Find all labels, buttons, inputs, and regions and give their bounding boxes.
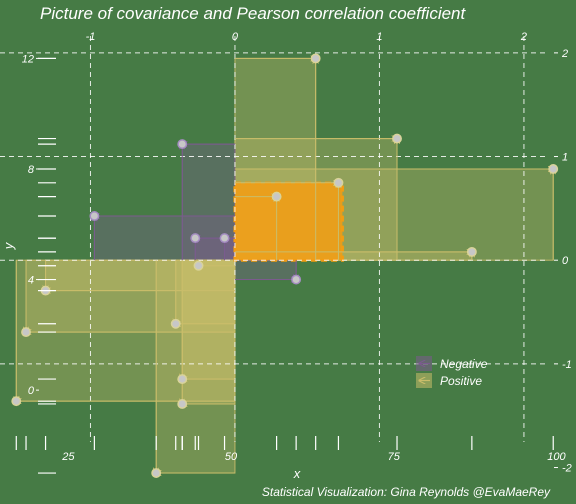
z-y-tick-label-0: 0 bbox=[562, 255, 569, 267]
data-point-10 bbox=[219, 233, 230, 244]
data-point-1 bbox=[392, 133, 402, 144]
y-tick-label-0: 0 bbox=[28, 385, 35, 397]
z-x-tick-label-2: 2 bbox=[520, 31, 527, 43]
data-point-0 bbox=[310, 53, 321, 64]
correlation-rect bbox=[233, 181, 344, 262]
chart-title: Picture of covariance and Pearson correl… bbox=[40, 4, 467, 23]
data-point-6 bbox=[291, 274, 302, 285]
data-point-18 bbox=[151, 468, 162, 479]
z-x-tick-label--1: -1 bbox=[86, 31, 96, 43]
z-y-tick-label-2: 2 bbox=[561, 48, 568, 60]
x-axis-label: x bbox=[293, 466, 301, 481]
z-y-tick-label-1: 1 bbox=[562, 152, 568, 164]
z-x-tick-label-0: 0 bbox=[232, 31, 239, 43]
data-point-15 bbox=[177, 374, 188, 385]
data-point-9 bbox=[190, 233, 201, 244]
data-point-4 bbox=[271, 191, 282, 202]
y-tick-label-4: 4 bbox=[28, 275, 34, 287]
covariance-rect-6 bbox=[234, 259, 297, 281]
y-tick-label-8: 8 bbox=[28, 164, 35, 176]
data-point-7 bbox=[177, 139, 188, 150]
y-tick-label-12: 12 bbox=[22, 53, 34, 65]
x-tick-label-100: 100 bbox=[547, 451, 566, 463]
z-x-tick-label-1: 1 bbox=[376, 31, 382, 43]
data-point-2 bbox=[548, 164, 559, 174]
covariance-rect-15 bbox=[181, 259, 236, 380]
x-tick-label-75: 75 bbox=[388, 451, 401, 463]
data-point-17 bbox=[177, 398, 188, 409]
x-tick-label-25: 25 bbox=[61, 451, 75, 463]
legend-label-0: Negative bbox=[440, 357, 488, 371]
z-y-tick-label--2: -2 bbox=[562, 463, 572, 475]
y-axis-label: y bbox=[1, 241, 16, 250]
x-tick-label-50: 50 bbox=[225, 451, 238, 463]
legend-label-1: Positive bbox=[440, 374, 482, 388]
z-y-tick-label--1: -1 bbox=[562, 359, 572, 371]
data-point-5 bbox=[466, 246, 477, 257]
data-point-11 bbox=[193, 260, 204, 271]
legend: Negative Positive bbox=[416, 356, 488, 388]
data-point-13 bbox=[170, 318, 181, 329]
data-point-8 bbox=[89, 211, 100, 221]
data-point-16 bbox=[11, 396, 22, 407]
data-point-3 bbox=[333, 177, 344, 188]
chart-caption: Statistical Visualization: Gina Reynolds… bbox=[262, 485, 551, 499]
covariance-rect-16 bbox=[15, 259, 236, 402]
data-point-14 bbox=[21, 327, 31, 338]
